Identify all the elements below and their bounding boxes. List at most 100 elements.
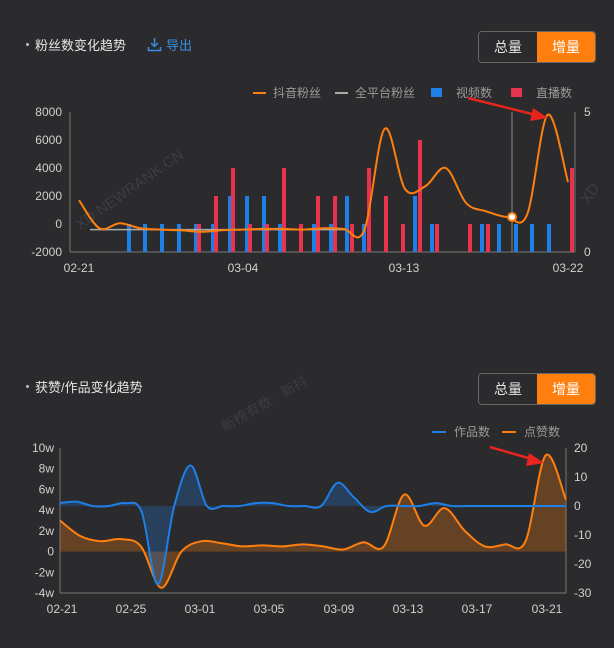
- bullet-icon: [26, 385, 29, 388]
- video-bar: [514, 224, 518, 252]
- live-bar: [282, 168, 286, 252]
- video-bar: [312, 224, 316, 252]
- y-left-tick: 6w: [39, 482, 55, 496]
- x-tick: 03-13: [393, 602, 424, 616]
- likes-works-chart: 作品数 点赞数 10w 8w 6w 4w 2w 0 -2w -4w 20 10 0 -10 -20 -30 02…: [32, 373, 592, 616]
- live-bar: [384, 196, 388, 252]
- x-tick: 03-01: [185, 602, 216, 616]
- watermark: XD.NEWRANK.CN: [73, 146, 187, 233]
- y-right-tick: -20: [574, 557, 592, 571]
- legend-swatch-icon: [511, 88, 522, 97]
- fans-trend-panel: 粉丝数变化趋势 导出 总量 增量 抖音粉丝 全平台粉丝 视频数 直播数 8000 6000…: [0, 0, 614, 300]
- fans-increment-button[interactable]: 增量: [537, 32, 595, 62]
- annotation-arrow: [467, 96, 541, 118]
- download-icon: [147, 38, 162, 52]
- likes-total-button[interactable]: 总量: [479, 374, 537, 404]
- export-label: 导出: [166, 38, 193, 53]
- x-tick: 02-25: [116, 602, 147, 616]
- legend-label: 作品数: [454, 424, 490, 439]
- x-tick: 03-05: [254, 602, 285, 616]
- video-bar: [211, 224, 215, 252]
- y-left-tick: -2w: [35, 565, 55, 579]
- x-tick: 03-13: [389, 261, 420, 275]
- y-right-tick: -30: [574, 586, 592, 600]
- live-bar: [231, 168, 235, 252]
- likes-line: [59, 453, 567, 589]
- video-bar: [127, 224, 131, 252]
- likes-works-title: 获赞/作品变化趋势: [26, 377, 143, 396]
- x-tick: 02-21: [47, 602, 78, 616]
- likes-increment-button[interactable]: 增量: [537, 374, 595, 404]
- bullet-icon: [26, 43, 29, 46]
- x-tick: 03-21: [532, 602, 563, 616]
- fans-trend-title: 粉丝数变化趋势: [26, 35, 126, 54]
- y-left-tick: 2000: [35, 189, 62, 203]
- y-right-tick: 5: [584, 105, 591, 119]
- fans-mode-toggle: 总量 增量: [478, 31, 596, 63]
- y-left-tick: -2000: [31, 245, 62, 259]
- live-bar: [316, 196, 320, 252]
- x-tick: 03-04: [228, 261, 259, 275]
- y-left-tick: 4000: [35, 161, 62, 175]
- export-button[interactable]: 导出: [147, 35, 192, 54]
- annotation-arrow: [489, 445, 536, 462]
- video-bar: [177, 224, 181, 252]
- legend-label: 直播数: [536, 85, 572, 100]
- y-left-tick: 4w: [39, 503, 55, 517]
- watermark-edge: XD: [577, 180, 603, 207]
- works-line: [59, 464, 566, 586]
- likes-works-panel: 获赞/作品变化趋势 总量 增量 作品数 点赞数 10w 8w 6w 4w 2w 0 -2w -4w…: [0, 340, 614, 648]
- video-bar: [194, 224, 198, 252]
- hover-point: [507, 212, 517, 222]
- legend-swatch-icon: [431, 88, 442, 97]
- video-bar: [547, 224, 551, 252]
- fans-chart: 抖音粉丝 全平台粉丝 视频数 直播数80006000400020000-2000500…: [31, 85, 603, 275]
- legend-label: 抖音粉丝: [273, 85, 321, 100]
- fans-trend-title-text: 粉丝数变化趋势: [35, 38, 127, 53]
- live-bar: [299, 224, 303, 252]
- video-bar: [228, 196, 232, 252]
- live-bar: [214, 196, 218, 252]
- live-bar: [265, 224, 269, 252]
- legend-label: 点赞数: [524, 424, 560, 439]
- y-left-tick: 6000: [35, 133, 62, 147]
- y-left-tick: -4w: [35, 586, 55, 600]
- video-bar: [345, 196, 349, 252]
- likes-area: [60, 454, 566, 588]
- douyin-fans-line: [78, 113, 569, 239]
- annotation-arrowhead: [530, 108, 548, 121]
- watermark: 新榜有数 · 新抖: [219, 373, 311, 435]
- y-left-tick: 2w: [39, 524, 55, 538]
- fans-total-button[interactable]: 总量: [479, 32, 537, 62]
- live-bar: [248, 224, 252, 252]
- likes-works-title-text: 获赞/作品变化趋势: [35, 380, 143, 395]
- live-bar: [435, 224, 439, 252]
- live-bar: [197, 224, 201, 252]
- y-right-tick: 0: [574, 499, 581, 513]
- legend-label: 全平台粉丝: [355, 85, 415, 100]
- video-bar: [530, 224, 534, 252]
- video-bar: [143, 224, 147, 252]
- live-bar: [570, 168, 574, 252]
- x-tick: 02-21: [64, 261, 95, 275]
- y-left-tick: 8000: [35, 105, 62, 119]
- video-bar: [262, 196, 266, 252]
- x-tick: 03-17: [462, 602, 493, 616]
- live-bar: [350, 224, 354, 252]
- live-bar: [401, 224, 405, 252]
- video-bar: [480, 224, 484, 252]
- video-bar: [430, 224, 434, 252]
- video-bar: [329, 224, 333, 252]
- works-area: [60, 465, 566, 585]
- annotation-arrowhead: [526, 453, 544, 466]
- live-bar: [418, 140, 422, 252]
- live-bar: [486, 224, 490, 252]
- video-bar: [278, 224, 282, 252]
- live-bar: [468, 224, 472, 252]
- y-left-tick: 8w: [39, 462, 55, 476]
- y-left-tick: 0: [55, 217, 62, 231]
- y-left-tick: 0: [47, 545, 54, 559]
- y-left-tick: 10w: [32, 441, 54, 455]
- y-right-tick: -10: [574, 528, 592, 542]
- likes-mode-toggle: 总量 增量: [478, 373, 596, 405]
